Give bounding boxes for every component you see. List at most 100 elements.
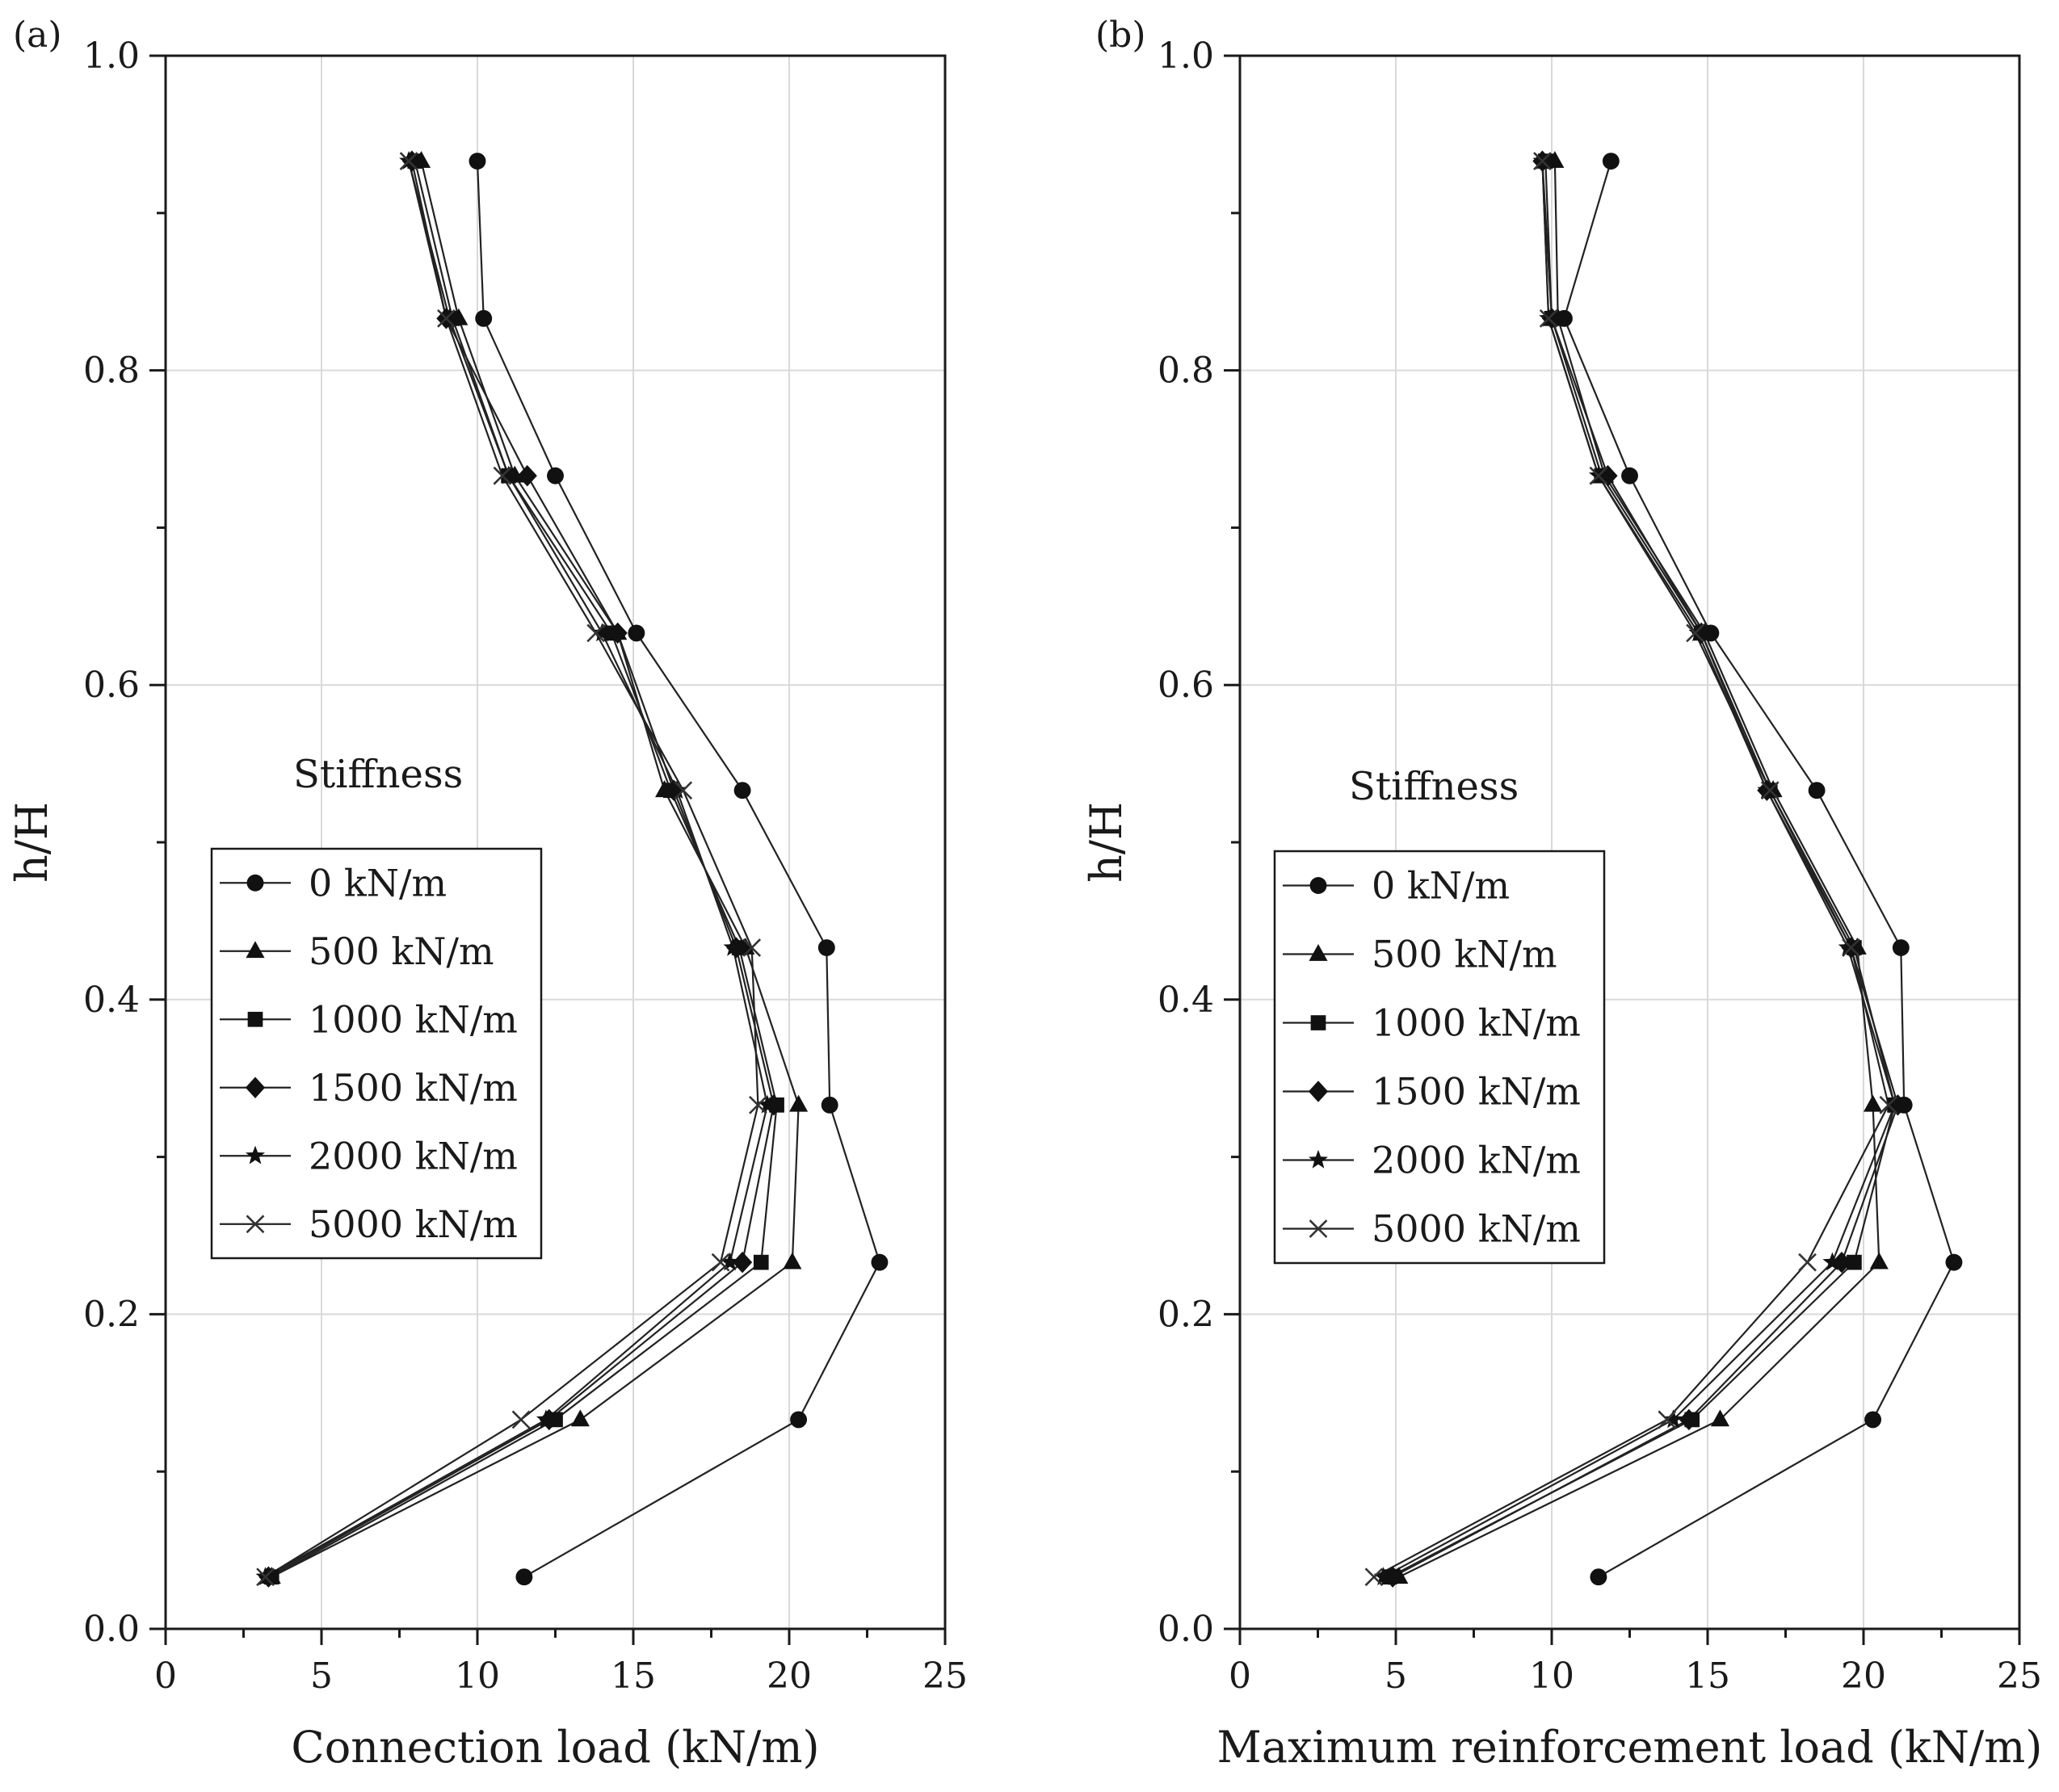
data-point-circle	[821, 1096, 838, 1114]
data-point-triangle	[1864, 1094, 1883, 1112]
panel-label: (a)	[13, 15, 62, 56]
data-point-circle	[475, 309, 493, 327]
legend-marker-circle	[1309, 877, 1327, 894]
data-point-star	[1373, 1567, 1393, 1585]
legend-label: 1000 kN/m	[1372, 1001, 1581, 1045]
data-point-x	[742, 938, 762, 957]
legend-box	[1273, 850, 1606, 1265]
legend-label: 500 kN/m	[1372, 933, 1557, 976]
series-line-5000-kn	[264, 161, 759, 1578]
legend-label: 1500 kN/m	[1372, 1070, 1581, 1114]
y-tick-label: 0.4	[83, 980, 140, 1021]
legend-marker-diamond	[245, 1076, 266, 1098]
y-tick-label: 0.6	[1158, 665, 1214, 706]
data-point-diamond	[733, 1251, 753, 1274]
legend-label: 5000 kN/m	[309, 1202, 518, 1246]
x-tick-label: 20	[1841, 1656, 1886, 1697]
series-line-1000-kn	[1389, 161, 1896, 1578]
legend-marker-x	[1309, 1219, 1328, 1238]
legend-label: 1500 kN/m	[309, 1066, 518, 1110]
data-point-circle	[547, 467, 564, 485]
data-point-star	[723, 937, 743, 956]
data-point-x	[586, 623, 606, 643]
data-point-star	[536, 1409, 556, 1429]
y-axis-title: h/H	[1081, 802, 1132, 883]
data-point-x	[1539, 308, 1558, 328]
data-point-x	[674, 781, 693, 800]
data-point-diamond	[1831, 1251, 1852, 1274]
data-point-triangle	[570, 1409, 590, 1427]
data-point-star	[1822, 1252, 1843, 1271]
x-tick-label: 10	[1529, 1656, 1574, 1697]
data-point-circle	[871, 1253, 889, 1271]
data-point-star	[1688, 623, 1708, 642]
y-tick-label: 0.0	[1158, 1609, 1214, 1650]
data-point-circle	[1945, 1253, 1963, 1271]
legend-label: 1000 kN/m	[309, 997, 518, 1041]
x-axis-title: Maximum reinforcement load (kN/m)	[1217, 1722, 2043, 1773]
series-line-5000-kn	[1373, 161, 1890, 1578]
x-tick-label: 15	[611, 1656, 656, 1697]
data-point-x	[1364, 1567, 1384, 1587]
x-tick-label: 10	[455, 1656, 500, 1697]
data-point-star	[498, 465, 519, 485]
y-tick-label: 0.4	[1158, 980, 1214, 1021]
data-point-triangle	[1869, 1252, 1889, 1270]
x-tick-label: 5	[1385, 1656, 1407, 1697]
panel-label: (b)	[1095, 15, 1146, 56]
data-point-x	[749, 1095, 767, 1114]
data-point-star	[1838, 937, 1858, 956]
data-point-square	[753, 1254, 769, 1270]
data-point-circle	[1590, 1568, 1607, 1586]
y-tick-label: 0.2	[1158, 1294, 1214, 1335]
legend-title: Stiffness	[1349, 764, 1519, 809]
legend-marker-x	[246, 1215, 265, 1234]
data-point-star	[439, 308, 460, 327]
data-point-circle	[1602, 153, 1620, 170]
legend-label: 2000 kN/m	[309, 1134, 518, 1177]
data-point-x	[1842, 938, 1860, 957]
panel-b: 0 5 10 15 20 25 0.0 0.2 0.4 0.6 0.8 1.0 Maximum rein…	[1081, 15, 2042, 1773]
data-point-star	[1885, 1094, 1905, 1114]
legend-marker-square	[1310, 1015, 1326, 1030]
legend-label: 500 kN/m	[309, 930, 494, 973]
panel-a: 0 5 10 15 20 25 0.0 0.2 0.4 0.6 0.8 1.0 Connection l…	[6, 15, 968, 1773]
x-tick-label: 0	[1229, 1656, 1251, 1697]
data-point-x	[1589, 466, 1608, 485]
data-point-x	[1533, 152, 1552, 170]
data-point-x	[437, 308, 456, 328]
data-point-diamond	[607, 622, 628, 644]
data-point-circle	[469, 153, 486, 170]
legend-marker-diamond	[1308, 1081, 1329, 1102]
data-point-x	[711, 1253, 730, 1272]
legend-box	[210, 847, 543, 1260]
y-tick-label: 0.0	[83, 1609, 140, 1650]
data-point-x	[1686, 623, 1704, 643]
data-point-x	[493, 466, 512, 485]
legend-label: 2000 kN/m	[1372, 1139, 1581, 1182]
data-point-x	[511, 1410, 531, 1429]
x-tick-label: 0	[154, 1656, 177, 1697]
x-tick-label: 25	[922, 1656, 968, 1697]
series-line-500-kn	[1398, 161, 1880, 1578]
y-tick-label: 0.8	[1158, 350, 1214, 392]
data-point-star	[1757, 780, 1777, 799]
x-tick-label: 15	[1685, 1656, 1730, 1697]
data-point-x	[1658, 1410, 1677, 1429]
y-axis-title: h/H	[6, 802, 57, 883]
data-point-circle	[1621, 467, 1638, 485]
legend-marker-star	[1309, 1149, 1328, 1169]
data-point-circle	[790, 1411, 808, 1429]
data-point-x	[1798, 1253, 1817, 1272]
data-point-x	[1760, 781, 1780, 800]
series-line-0-kn	[1563, 161, 1956, 1578]
series-line-0-kn	[476, 161, 881, 1578]
data-point-triangle	[783, 1252, 802, 1270]
data-point-circle	[515, 1568, 533, 1586]
legend-label: 0 kN/m	[309, 861, 447, 904]
data-point-x	[256, 1567, 275, 1587]
x-tick-label: 5	[310, 1656, 333, 1697]
data-point-diamond	[1598, 464, 1618, 487]
series-line-1500-kn	[1392, 161, 1899, 1578]
